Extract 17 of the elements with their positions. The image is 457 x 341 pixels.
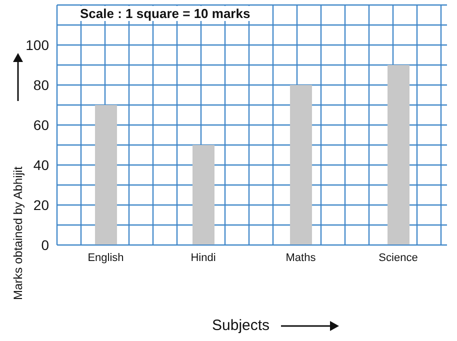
y-tick-label: 0 [41,236,50,253]
y-tick-label: 40 [33,156,50,173]
bar [290,85,312,245]
x-axis-title: Subjects [212,317,270,334]
y-tick-label: 80 [33,76,50,93]
bar [192,145,214,245]
x-tick-label: Maths [286,252,316,264]
bar [95,105,117,245]
bar [388,65,410,245]
y-axis-title: Marks obtained by Abhijit [11,166,25,300]
y-tick-label: 20 [33,196,50,213]
annotation: Scale : 1 square = 10 marks [78,6,252,21]
y-tick-label: 100 [26,36,50,53]
x-tick-label: Science [378,252,418,264]
x-tick-label: Hindi [190,252,216,264]
x-tick-label: English [88,252,124,264]
y-tick-label: 60 [33,116,50,133]
